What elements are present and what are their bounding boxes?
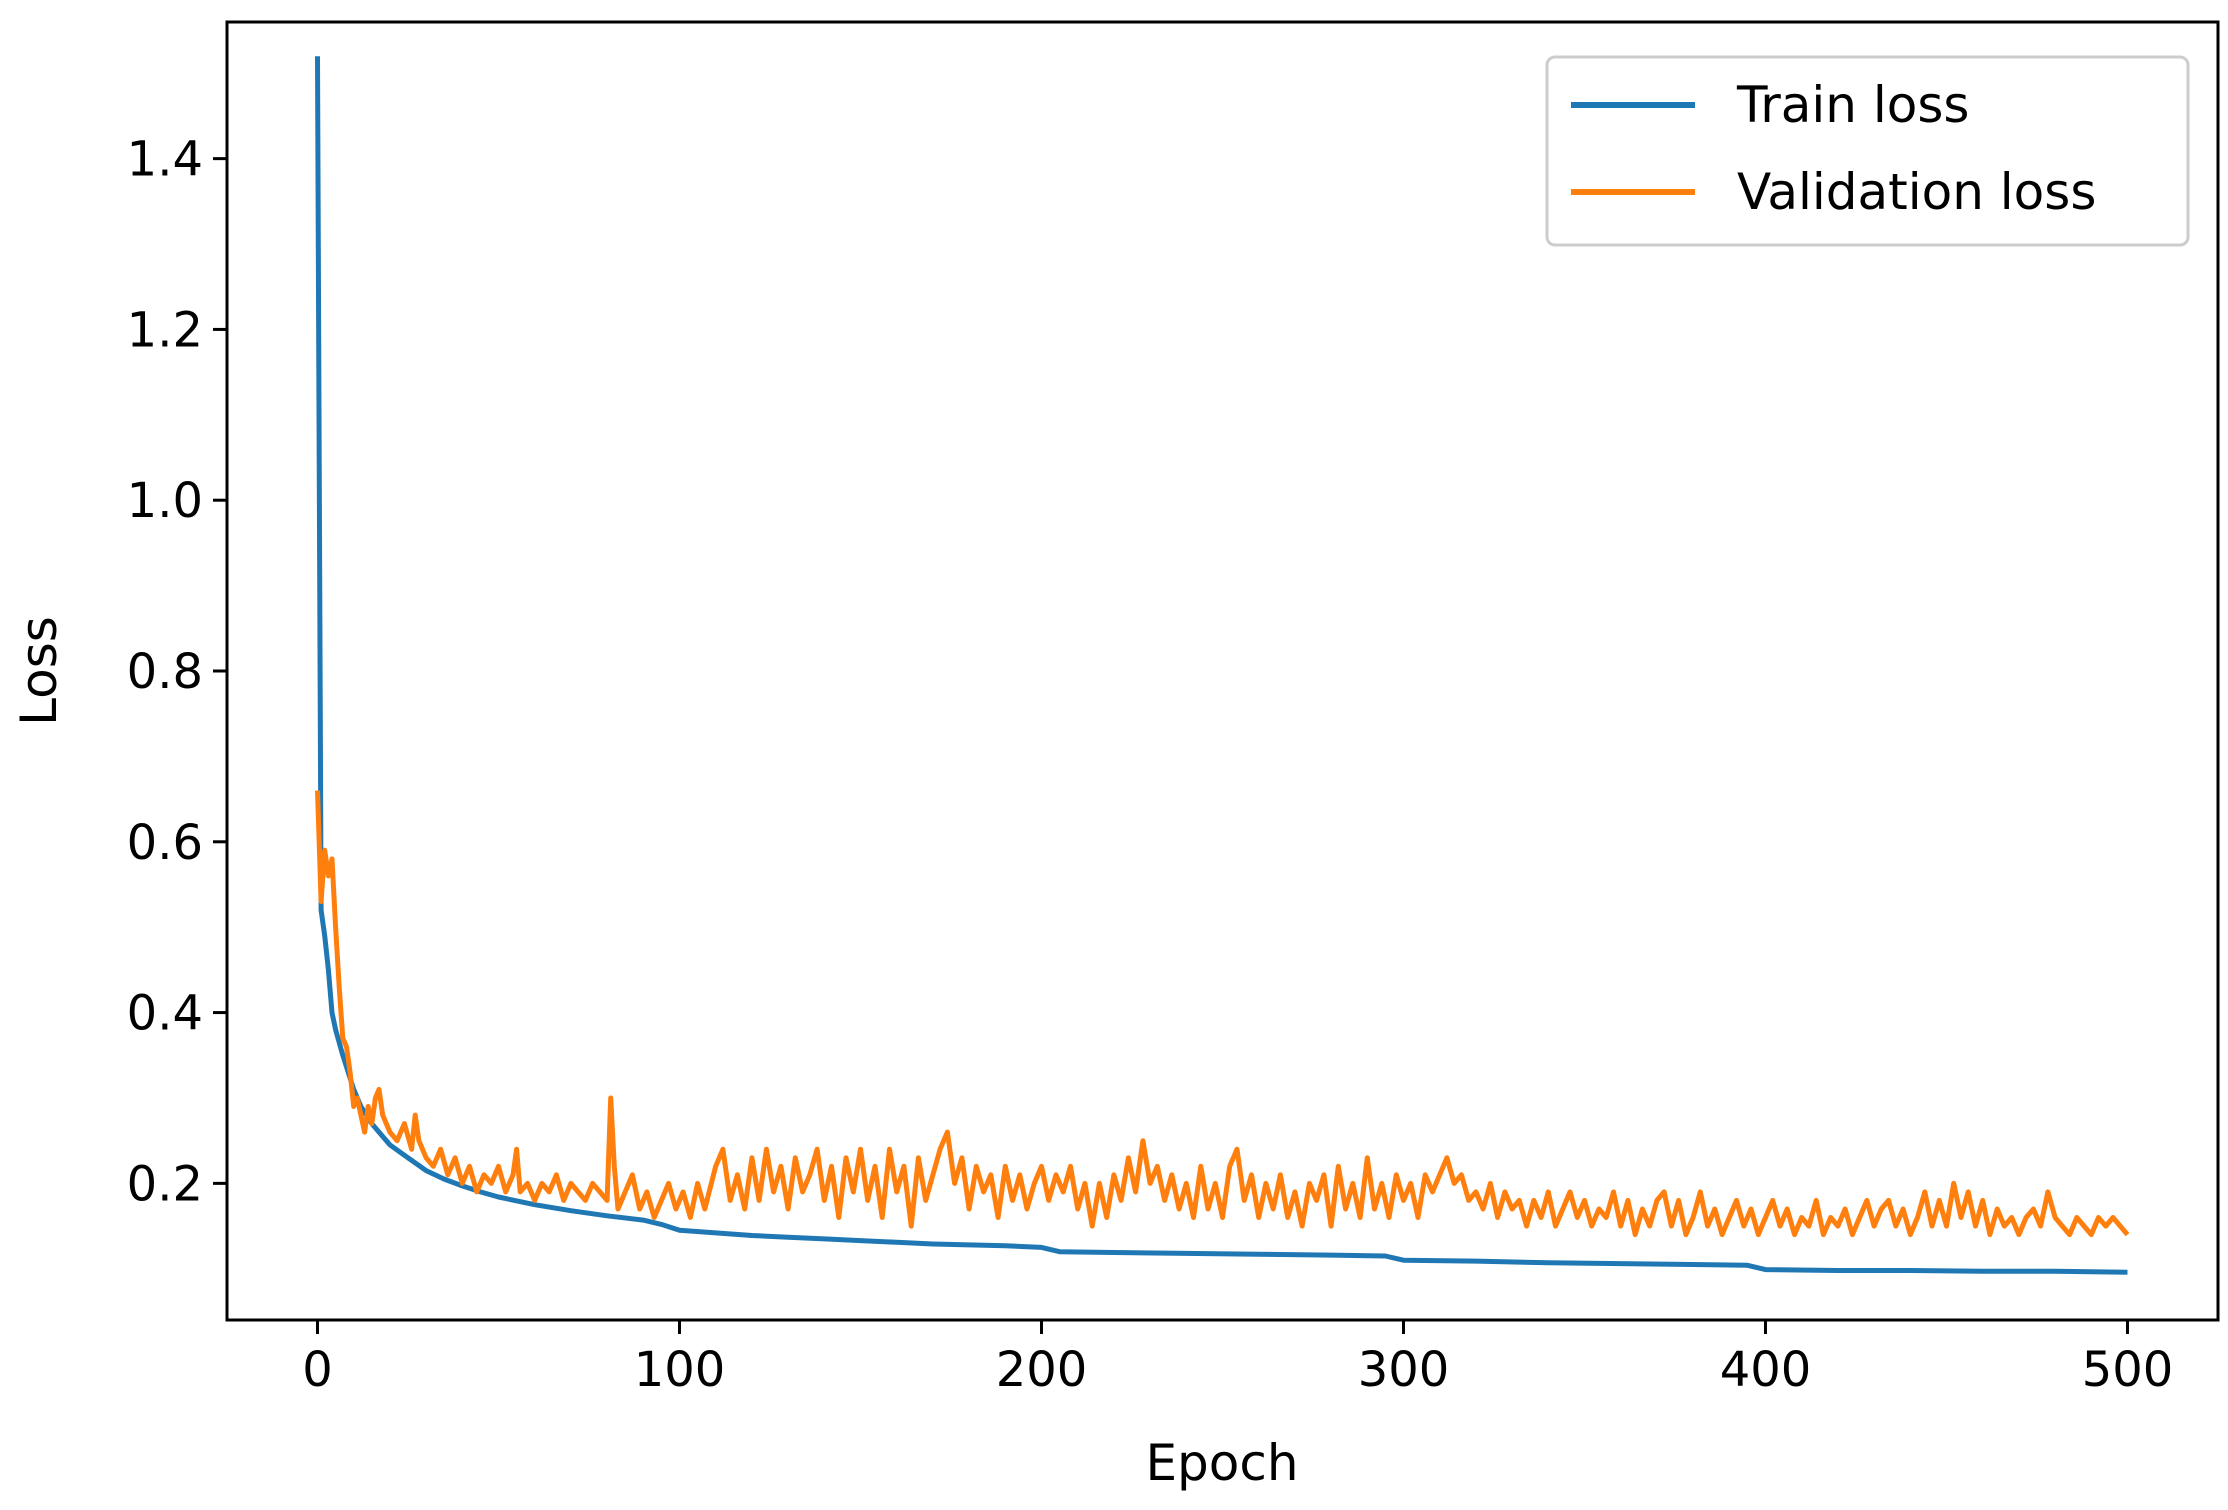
legend-box: [1545, 55, 2190, 247]
y-tick-label: 1.2: [127, 302, 203, 358]
x-tick-label: 0: [302, 1342, 333, 1398]
y-tick-label: 1.4: [127, 132, 203, 188]
y-tick-label: 1.0: [127, 473, 203, 529]
x-tick-label: 100: [634, 1342, 726, 1398]
series-line-validation-loss: [315, 790, 2130, 1238]
x-axis: 0 100 200 300 400 500: [302, 1320, 2173, 1398]
x-tick-label: 300: [1358, 1342, 1450, 1398]
legend: Train loss Validation loss: [1545, 55, 2190, 247]
y-tick-label: 0.2: [127, 1156, 203, 1212]
x-tick-label: 400: [1720, 1342, 1812, 1398]
plot-lines: [315, 56, 2130, 1275]
legend-label-validation-loss: Validation loss: [1737, 163, 2096, 221]
legend-label-train-loss: Train loss: [1736, 76, 1969, 134]
y-tick-label: 0.8: [127, 644, 203, 700]
y-axis-label: Loss: [10, 616, 68, 726]
y-tick-label: 0.6: [127, 815, 203, 871]
x-tick-label: 200: [996, 1342, 1088, 1398]
y-axis: 0.2 0.4 0.6 0.8 1.0 1.2 1.4: [127, 132, 227, 1212]
x-tick-label: 500: [2082, 1342, 2174, 1398]
x-axis-label: Epoch: [1145, 1434, 1298, 1492]
series-line-train-loss: [315, 56, 2128, 1275]
y-tick-label: 0.4: [127, 986, 203, 1042]
